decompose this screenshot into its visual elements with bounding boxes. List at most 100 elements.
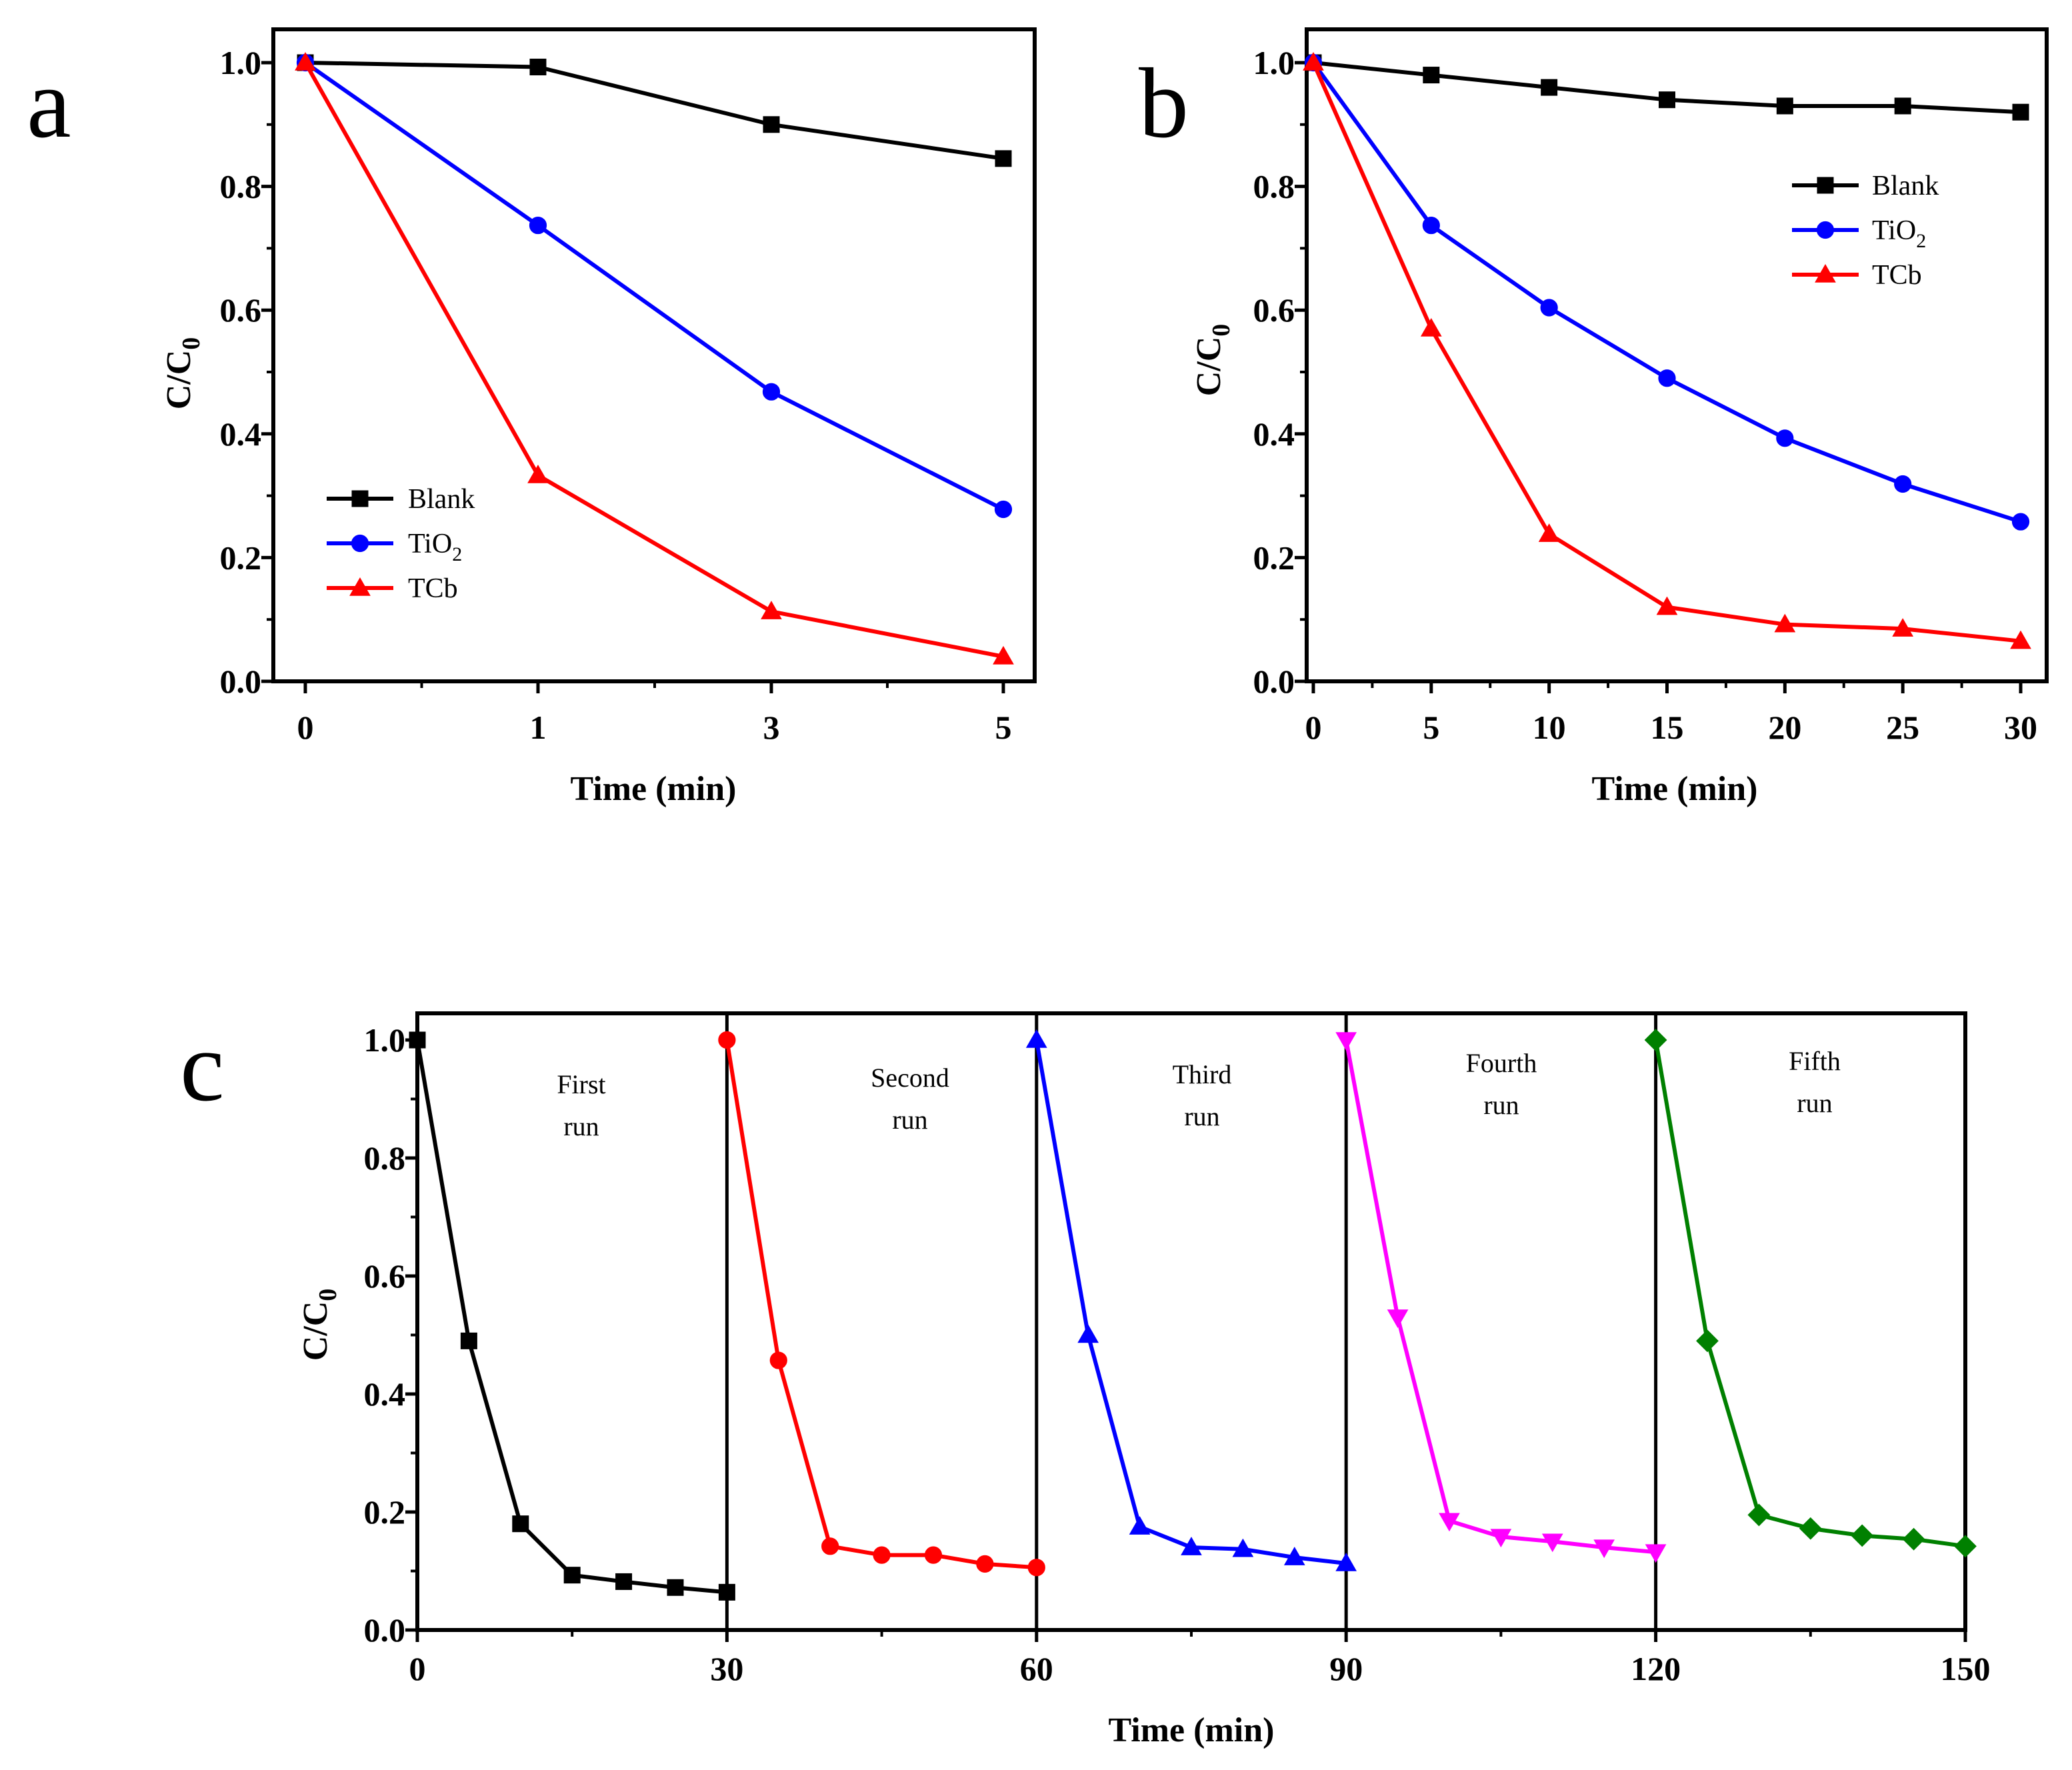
run-label: Fifth (1789, 1046, 1841, 1076)
legend-label-main: TiO (408, 529, 452, 559)
y-tick-label: 0.4 (364, 1375, 406, 1413)
data-point (409, 1031, 426, 1049)
x-tick-label: 30 (2004, 709, 2037, 746)
y-tick-label: 1.0 (220, 44, 262, 81)
series-line (304, 61, 1005, 511)
x-tick-label: 25 (1886, 709, 1919, 746)
data-point (1387, 1309, 1409, 1328)
legend-label-main: TCb (1872, 260, 1922, 291)
x-tick-label: 0 (297, 709, 314, 746)
panel-label: a (27, 48, 71, 159)
x-tick-label: 30 (710, 1650, 743, 1687)
data-point (1644, 1029, 1667, 1051)
legend-label-main: TCb (408, 573, 458, 604)
series-fourth-run: Fourth run (1335, 1032, 1667, 1563)
series-tcb (1303, 51, 2031, 649)
y-axis-title: C/C0 (160, 337, 205, 410)
legend-label: TiO2 (408, 529, 462, 565)
series-third-run: Third run (1025, 1029, 1357, 1571)
y-tick-label: 0.0 (220, 663, 262, 700)
legend-marker (351, 490, 369, 507)
series-line (305, 61, 1004, 161)
x-axis: 0 1 3 5 (297, 681, 1012, 746)
x-tick-label: 5 (1423, 709, 1439, 746)
data-point (1335, 1552, 1357, 1571)
legend-marker (1815, 263, 1836, 283)
series-line (725, 1039, 1037, 1570)
y-axis-title-subscript: 0 (177, 337, 205, 350)
data-point (1747, 1503, 1771, 1527)
data-point (976, 1555, 994, 1573)
x-tick-label: 120 (1631, 1650, 1681, 1687)
series-blank (297, 54, 1012, 167)
data-point (1894, 97, 1911, 115)
y-tick-label: 0.0 (364, 1611, 406, 1649)
data-point (1129, 1516, 1151, 1535)
data-point (1658, 369, 1676, 387)
data-point (1541, 79, 1558, 96)
data-point (995, 150, 1012, 167)
data-point (529, 58, 547, 75)
x-tick-label: 1 (530, 709, 547, 746)
run-label: Fourth (1466, 1048, 1537, 1078)
data-point (1656, 596, 1678, 615)
legend-marker (1817, 177, 1834, 194)
data-point (1799, 1517, 1822, 1540)
run-label: Third (1173, 1059, 1232, 1089)
plot-frame (271, 27, 1037, 683)
y-tick-label: 0.2 (364, 1493, 406, 1531)
y-tick-label: 0.6 (220, 291, 262, 329)
series-line (303, 61, 1004, 659)
y-tick-label: 0.8 (364, 1139, 406, 1177)
data-point (821, 1537, 839, 1555)
y-axis-title: C/C0 (297, 1289, 342, 1361)
y-axis: 0.0 0.2 0.4 0.6 0.8 1.0 (1253, 44, 1307, 700)
data-point (1540, 299, 1558, 317)
y-axis-title-main: C/C (297, 1301, 335, 1361)
panel-label: c (180, 1011, 225, 1122)
data-point (1645, 1544, 1667, 1563)
x-axis-title: Time (min) (571, 770, 737, 808)
series-fifth-run: Fifth run (1644, 1029, 1977, 1558)
x-tick-label: 15 (1651, 709, 1684, 746)
data-point (993, 645, 1014, 665)
x-tick-label: 5 (995, 709, 1012, 746)
data-point (769, 1351, 787, 1369)
legend-label-main: TiO (1872, 215, 1916, 246)
series-tcb (295, 51, 1014, 665)
legend: Blank TiO2 TCb (327, 484, 475, 604)
data-point (1659, 91, 1675, 109)
legend-label-main: Blank (1872, 171, 1939, 201)
data-point (1776, 429, 1794, 447)
data-point (924, 1546, 943, 1564)
data-point (1774, 613, 1796, 633)
run-label: run (563, 1111, 599, 1141)
y-tick-label: 0.2 (1253, 539, 1295, 576)
y-tick-label: 0.4 (1253, 415, 1295, 453)
x-tick-label: 20 (1768, 709, 1801, 746)
y-axis-title-subscript: 0 (1207, 324, 1235, 337)
data-point (529, 216, 547, 235)
data-point (1696, 1329, 1719, 1353)
series-blank (1305, 54, 2029, 121)
data-point (563, 1567, 581, 1584)
legend-label: Blank (1872, 171, 1939, 201)
series-second-run: Second run (718, 1031, 1045, 1577)
data-point (718, 1031, 736, 1049)
data-point (1283, 1547, 1305, 1565)
x-tick-label: 90 (1329, 1650, 1363, 1687)
data-point (1025, 1029, 1047, 1048)
data-point (2012, 103, 2029, 121)
data-point (873, 1546, 891, 1564)
y-tick-label: 0.8 (1253, 168, 1295, 205)
data-point (1490, 1529, 1512, 1548)
legend-label: TiO2 (1872, 215, 1926, 252)
run-label: run (892, 1105, 927, 1135)
data-point (615, 1573, 633, 1590)
data-point (1423, 67, 1440, 84)
x-axis: 0 5 10 15 20 25 30 (1305, 681, 2037, 746)
y-axis-title-main: C/C (160, 350, 198, 410)
series-tio (296, 53, 1013, 519)
